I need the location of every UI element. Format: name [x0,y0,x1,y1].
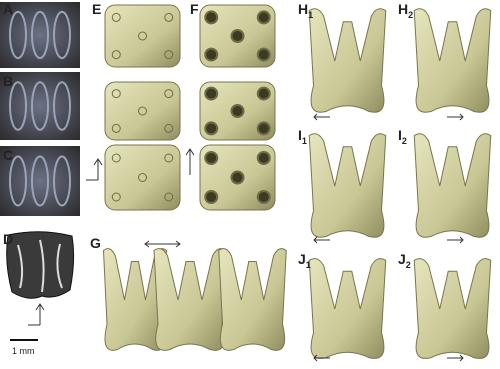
cusp [230,104,245,118]
orientation-arrow [447,113,464,121]
photo-detail [17,239,63,293]
panel-label: G [90,235,101,251]
orientation-arrow [313,354,330,362]
photo-cusp [31,10,49,60]
cusp [256,10,271,25]
cusp [138,173,147,182]
cusp [230,29,245,43]
tooth-3d [104,81,181,141]
orientation-arrow [313,236,330,244]
orientation-arrow [185,148,195,175]
tooth-3d [104,4,181,68]
cusp [204,10,219,25]
photo-tooth [6,231,75,299]
cusp [204,190,219,204]
photo [0,146,80,216]
cusp [111,50,121,60]
orientation-arrow [313,113,330,121]
panel-label: I1 [298,127,307,146]
orientation-arrow [447,354,464,362]
panel-label: B [3,73,13,89]
photo [0,2,80,68]
cusp [111,153,121,163]
photo-cusp [53,155,71,207]
cusp [111,12,121,22]
orientation-arrow [86,158,103,181]
panel-label: H2 [398,1,413,20]
scale-label: 1 mm [12,346,35,356]
cusp [256,47,271,62]
cusp [230,170,245,185]
cusp [204,121,219,136]
cusp [164,123,174,133]
cusp [256,86,271,101]
orientation-arrow [144,240,181,248]
cusp [111,192,121,202]
cusp [164,50,174,60]
photo [0,72,80,140]
panel-label: C [3,147,13,163]
panel-label: F [190,1,199,17]
tooth-3d [104,144,181,211]
panel-label: A [3,1,13,17]
panel-label: H1 [298,1,313,20]
photo-cusp [9,10,27,60]
cusp [164,192,174,202]
panel-label: D [3,231,13,247]
cusp [256,190,271,204]
tooth-3d [218,248,287,351]
cusp [204,86,219,101]
tooth-3d [413,8,492,113]
panel-label: I2 [398,127,407,146]
cusp [138,31,147,41]
cusp [138,106,147,116]
photo-cusp [9,155,27,207]
cusp [204,151,219,165]
cusp [256,121,271,136]
tooth-3d [413,133,492,238]
panel-label: J1 [298,251,311,270]
photo-cusp [31,155,49,207]
photo-cusp [53,81,71,131]
cusp [164,89,174,99]
orientation-arrow [28,303,45,326]
cusp [111,123,121,133]
photo-cusp [31,81,49,131]
tooth-3d [308,8,387,113]
photo-cusp [53,10,71,60]
cusp [256,151,271,165]
cusp [164,153,174,163]
panel-label: J2 [398,251,411,270]
cusp [164,12,174,22]
photo-cusp [9,81,27,131]
tooth-3d [308,258,387,359]
specimen-images [0,2,492,362]
tooth-3d [413,258,492,359]
cusp [204,47,219,62]
orientation-arrow [447,236,464,244]
cusp [111,89,121,99]
tooth-3d [308,133,387,238]
tooth-3d [153,248,227,351]
panel-label: E [92,1,101,17]
panel-labels: A B C D E F G H1 H2 I1 I2 J1 J2 [3,1,413,270]
